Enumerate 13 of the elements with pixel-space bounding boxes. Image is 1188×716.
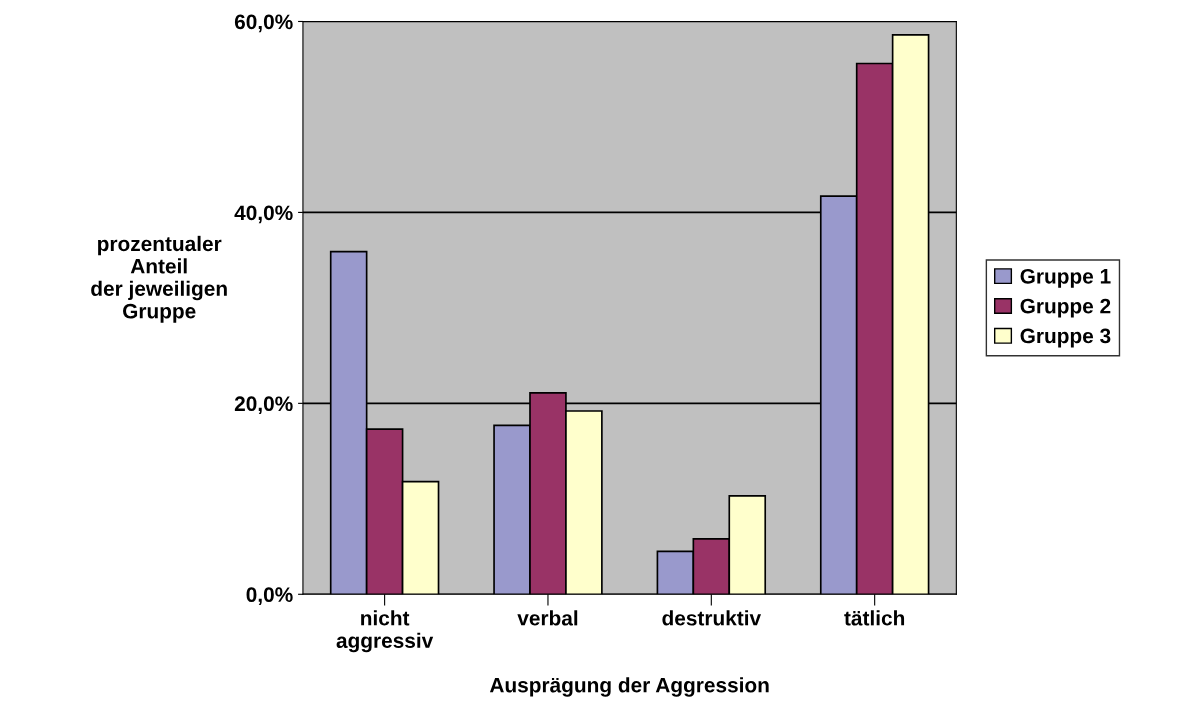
x-tick-label: tätlich (844, 610, 905, 626)
x-axis-title: Ausprägung der Aggression (489, 677, 769, 697)
y-tick-label: 20,0% (234, 396, 293, 415)
y-tick-label: 40,0% (234, 205, 293, 224)
y-axis-title: prozentualer Anteil der jeweiligen Gruppe (91, 235, 227, 323)
legend-label: Gruppe 2 (1020, 298, 1111, 318)
y-tick-label: 0,0% (246, 587, 293, 606)
x-tick-label: destruktiv (662, 610, 762, 626)
legend-label: Gruppe 3 (1020, 328, 1111, 348)
x-tick-label: nicht aggressiv (336, 610, 434, 653)
x-tick-label: verbal (517, 610, 578, 626)
legend-label: Gruppe 1 (1020, 268, 1111, 288)
y-tick-label: 60,0% (234, 14, 293, 33)
